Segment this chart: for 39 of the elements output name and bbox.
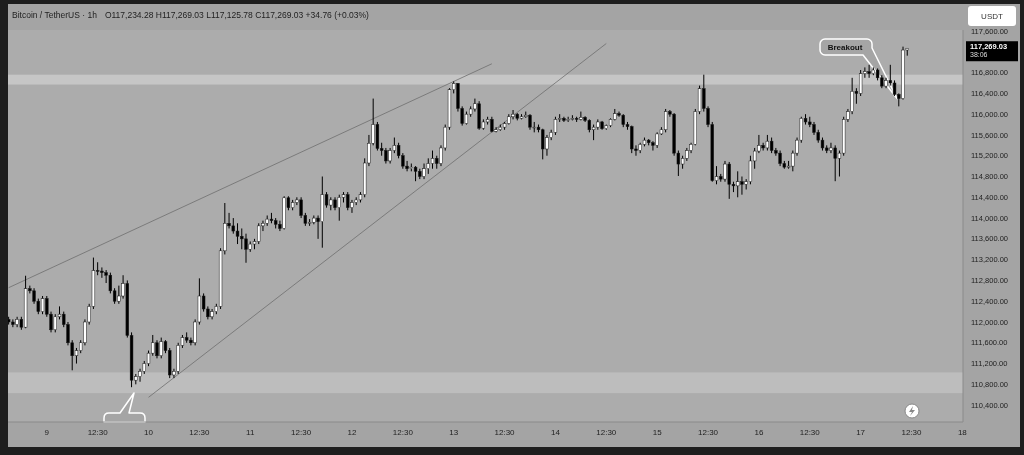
candlestick xyxy=(740,176,744,196)
x-tick-label: 15 xyxy=(652,428,663,437)
candlestick xyxy=(723,160,727,183)
candlestick xyxy=(511,109,515,120)
candlestick xyxy=(100,266,104,279)
x-tick-label: 12:30 xyxy=(698,428,719,437)
candlestick xyxy=(867,64,871,79)
candlestick xyxy=(155,339,159,359)
chart-subtitle: O117,234.28 H117,269.03 L117,125.78 C117,269.03 +34.76 (+0.03%) xyxy=(104,10,370,20)
candlestick xyxy=(430,150,435,170)
x-tick-label: 12:30 xyxy=(291,428,312,437)
candlestick xyxy=(833,144,837,182)
x-tick-label: 16 xyxy=(754,428,764,437)
candlestick xyxy=(235,222,240,245)
x-tick-label: 14 xyxy=(550,428,561,437)
x-tick-label: 12:30 xyxy=(494,428,516,437)
candlestick xyxy=(553,116,558,136)
candlestick xyxy=(244,233,248,264)
candlestick xyxy=(579,111,583,121)
x-tick-label: 12:30 xyxy=(392,428,414,437)
x-tick-label: 12:30 xyxy=(901,428,923,437)
x-tick-label: 12:30 xyxy=(189,428,210,437)
x-tick-label: 13 xyxy=(449,428,459,437)
x-tick-label: 12:30 xyxy=(596,428,617,437)
candlestick xyxy=(11,318,15,328)
x-tick-label: 18 xyxy=(957,428,968,437)
x-tick-label: 12 xyxy=(347,428,357,437)
candlestick xyxy=(761,142,765,152)
x-tick-label: 11 xyxy=(246,428,255,437)
x-tick-label: 9 xyxy=(44,428,50,437)
chart-title: Bitcoin / TetherUS · 1h xyxy=(12,10,97,20)
x-tick-label: 10 xyxy=(144,428,154,437)
x-tick-label: 12:30 xyxy=(799,428,821,437)
candlestick xyxy=(858,69,863,97)
text: USDT xyxy=(981,11,1003,21)
annotation: Breakout xyxy=(827,42,863,52)
candlestick xyxy=(40,295,45,315)
x-tick-label: 17 xyxy=(856,428,866,437)
x-tick-label: 12:30 xyxy=(87,428,109,437)
